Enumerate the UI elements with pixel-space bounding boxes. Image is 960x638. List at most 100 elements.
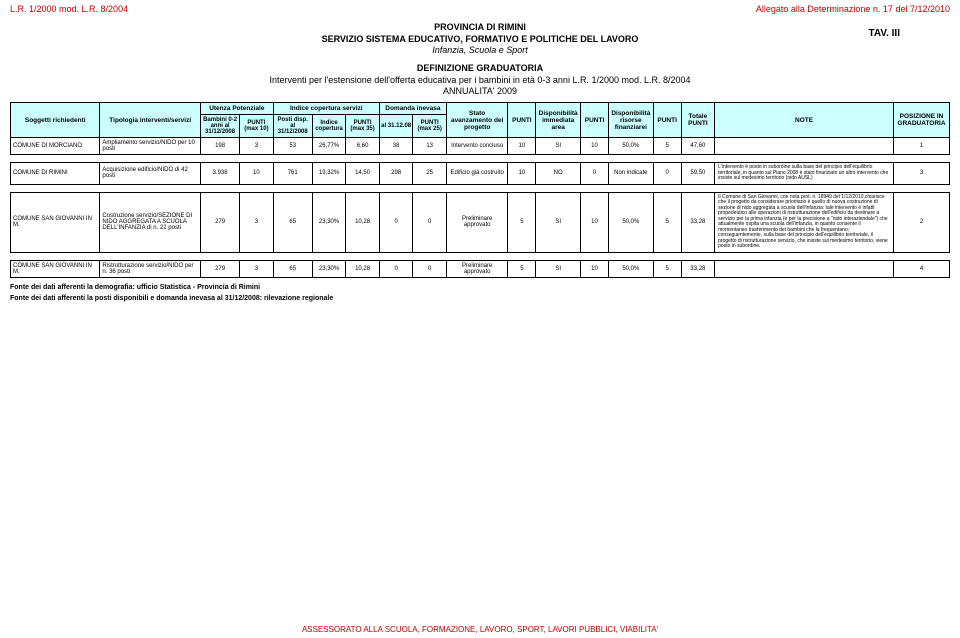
table-cell: Intervento concluso xyxy=(446,138,507,155)
group-header-row: Soggetti richiedenti Tipologia intervent… xyxy=(11,103,950,115)
group-indice: Indice copertura servizi xyxy=(273,103,379,115)
header-line2: SERVIZIO SISTEMA EDUCATIVO, FORMATIVO E … xyxy=(0,34,960,46)
table-cell: 26,77% xyxy=(312,138,346,155)
table-cell: 10,28 xyxy=(346,192,380,252)
col-stato: Stato avanzamento del progetto xyxy=(446,103,507,138)
subheader-line2: Interventi per l'estensione dell'offerta… xyxy=(0,75,960,87)
col-soggetti: Soggetti richiedenti xyxy=(11,103,100,138)
table-cell: 59,50 xyxy=(681,163,715,185)
group-domanda: Domanda inevasa xyxy=(379,103,446,115)
col-punti2: PUNTI xyxy=(581,103,609,138)
table-cell: 5 xyxy=(508,260,536,277)
table-cell xyxy=(715,260,894,277)
table-cell: 3 xyxy=(240,260,274,277)
top-right: Allegato alla Determinazione n. 17 del 7… xyxy=(756,4,950,14)
table-cell: Acquisizione edificio/NIDO di 42 posti xyxy=(100,163,201,185)
table-cell: 65 xyxy=(273,260,312,277)
table-cell: 10 xyxy=(581,192,609,252)
table-cell: 3.938 xyxy=(201,163,240,185)
table-cell: 50,0% xyxy=(608,192,653,252)
subheader-block: DEFINIZIONE GRADUATORIA Interventi per l… xyxy=(0,63,960,98)
table-cell: 5 xyxy=(653,138,681,155)
table-cell: 3 xyxy=(893,163,949,185)
table-cell: 10,28 xyxy=(346,260,380,277)
table-row: COMUNE SAN GIOVANNI IN M.Costruzione ser… xyxy=(11,192,950,252)
table-cell: 3 xyxy=(240,192,274,252)
table-cell: 23,30% xyxy=(312,260,346,277)
table-cell: 23,30% xyxy=(312,192,346,252)
top-left: L.R. 1/2000 mod. L.R. 8/2004 xyxy=(10,4,128,14)
table-cell: 5 xyxy=(508,192,536,252)
col-totale: Totale PUNTI xyxy=(681,103,715,138)
table-cell: 14,50 xyxy=(346,163,380,185)
table-cell: 53 xyxy=(273,138,312,155)
table-cell: 1 xyxy=(893,138,949,155)
table-cell: 2 xyxy=(893,192,949,252)
table-cell: SI xyxy=(536,138,581,155)
table-cell: 25 xyxy=(413,163,447,185)
table-cell: 198 xyxy=(201,138,240,155)
table-cell: 5 xyxy=(653,260,681,277)
subheader-line1: DEFINIZIONE GRADUATORIA xyxy=(0,63,960,75)
table-cell: Preliminare approvato xyxy=(446,260,507,277)
table-body: COMUNE DI MORCIANOAmpliamento servizio/N… xyxy=(11,138,950,278)
table-row: COMUNE SAN GIOVANNI IN M.Ristrutturazion… xyxy=(11,260,950,277)
col-bambini: Bambini 0-2 anni al 31/12/2008 xyxy=(201,115,240,138)
table-cell: 33,28 xyxy=(681,192,715,252)
table-cell: 761 xyxy=(273,163,312,185)
table-cell: 10 xyxy=(240,163,274,185)
table-cell: Il Comune di San Giovanni, con nota prot… xyxy=(715,192,894,252)
table-cell: L'intervento è posto in subordine sulla … xyxy=(715,163,894,185)
table-cell: NO xyxy=(536,163,581,185)
table-cell: 279 xyxy=(201,260,240,277)
table-cell: Edificio già costruito xyxy=(446,163,507,185)
table-cell: 279 xyxy=(201,192,240,252)
header-line3: Infanzia, Scuola e Sport xyxy=(0,45,960,57)
table-cell: 50,0% xyxy=(608,138,653,155)
table-cell: 4 xyxy=(893,260,949,277)
table-cell: 0 xyxy=(413,260,447,277)
col-pmax10: PUNTI (max 10) xyxy=(240,115,274,138)
col-pmax35: PUNTI (max 35) xyxy=(346,115,380,138)
spacer-row xyxy=(11,252,950,260)
tav-label: TAV. III xyxy=(869,28,901,39)
table-cell: 5 xyxy=(653,192,681,252)
col-disp: Disponibilità immediata area xyxy=(536,103,581,138)
col-posti: Posti disp. al 31/12/2008 xyxy=(273,115,312,138)
table-cell: COMUNE DI RIMINI xyxy=(11,163,100,185)
group-utenza: Utenza Potenziale xyxy=(201,103,274,115)
col-punti3: PUNTI xyxy=(653,103,681,138)
table-cell: 47,60 xyxy=(681,138,715,155)
header-block: PROVINCIA DI RIMINI SERVIZIO SISTEMA EDU… xyxy=(0,22,960,57)
table-cell: 33,28 xyxy=(681,260,715,277)
col-punti1: PUNTI xyxy=(508,103,536,138)
table-cell: Preliminare approvato xyxy=(446,192,507,252)
col-al: al 31.12.08 xyxy=(379,115,413,138)
table-cell: 6,60 xyxy=(346,138,380,155)
spacer-row xyxy=(11,155,950,163)
table-cell xyxy=(715,138,894,155)
table-cell: Ampliamento servizio/NIDO per 10 posti xyxy=(100,138,201,155)
footer-note2: Fonte dei dati afferenti la posti dispon… xyxy=(10,295,950,302)
table-cell: Ristrutturazione servizio/NIDO per n. 36… xyxy=(100,260,201,277)
col-indice: Indice copertura xyxy=(312,115,346,138)
table-cell: COMUNE DI MORCIANO xyxy=(11,138,100,155)
table-row: COMUNE DI RIMINIAcquisizione edificio/NI… xyxy=(11,163,950,185)
col-pmax25: PUNTI (max 25) xyxy=(413,115,447,138)
table-cell: 13 xyxy=(413,138,447,155)
col-tipologia: Tipologia interventi/servizi xyxy=(100,103,201,138)
table-cell: 50,0% xyxy=(608,260,653,277)
footer-note1: Fonte dei dati afferenti la demografia: … xyxy=(10,284,950,291)
col-note: NOTE xyxy=(715,103,894,138)
table-cell: 0 xyxy=(379,260,413,277)
graduatoria-table: Soggetti richiedenti Tipologia intervent… xyxy=(10,102,950,278)
table-cell: 10 xyxy=(581,138,609,155)
spacer-row xyxy=(11,184,950,192)
bottom-bar: ASSESSORATO ALLA SCUOLA, FORMAZIONE, LAV… xyxy=(0,625,960,634)
table-cell: COMUNE SAN GIOVANNI IN M. xyxy=(11,192,100,252)
col-pos: POSIZIONE IN GRADUATORIA xyxy=(893,103,949,138)
table-cell: 0 xyxy=(379,192,413,252)
table-cell: 38 xyxy=(379,138,413,155)
table-cell: 10 xyxy=(508,163,536,185)
table-cell: 65 xyxy=(273,192,312,252)
